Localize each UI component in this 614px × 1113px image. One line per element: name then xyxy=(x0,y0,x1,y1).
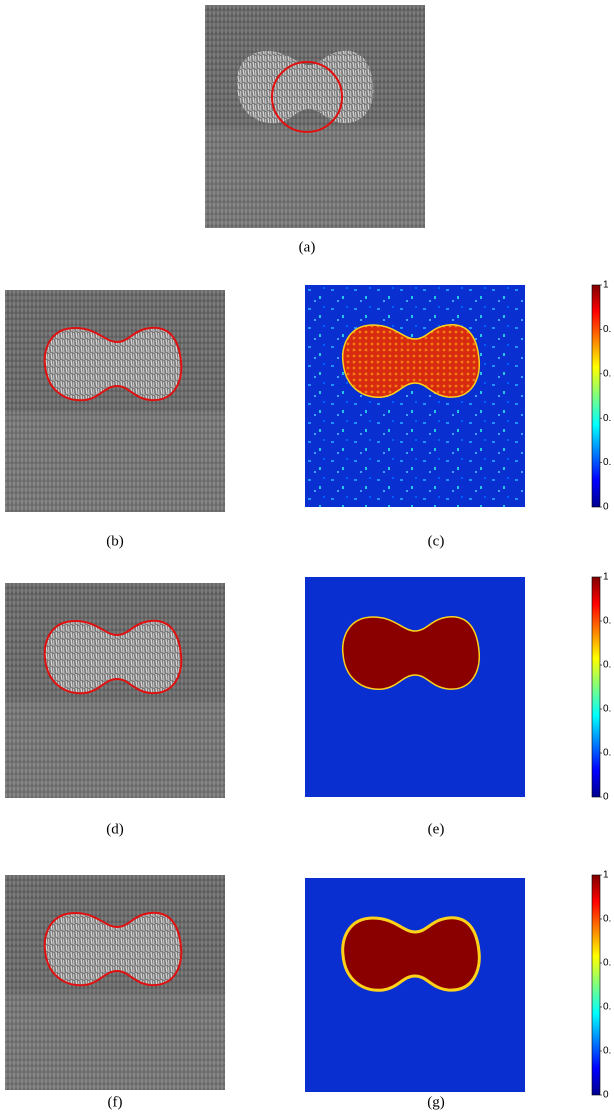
colorbar-tick-label: 0. xyxy=(603,368,611,379)
pattern-region xyxy=(44,327,182,401)
shade xyxy=(5,993,225,1090)
contour xyxy=(43,619,183,695)
colorbar-tick-label: 0. xyxy=(603,704,611,715)
heatmap-background xyxy=(305,878,525,1092)
colorbar xyxy=(591,284,601,508)
heatmap-background xyxy=(305,577,525,797)
colorbar-tick-label: 1 xyxy=(603,870,609,881)
pattern-region xyxy=(44,620,182,694)
photo xyxy=(5,875,225,1090)
photo xyxy=(205,5,425,228)
colorbar-tick-label: 0. xyxy=(603,914,611,925)
heatmap-background xyxy=(305,285,525,507)
pattern-region xyxy=(236,50,374,124)
shade xyxy=(5,701,225,798)
photo xyxy=(5,583,225,798)
colorbar-tick-label: 0 xyxy=(603,792,609,803)
heatmap-region xyxy=(341,916,481,992)
contour xyxy=(43,326,183,402)
panel-label: (b) xyxy=(106,533,124,549)
colorbar-tick-label: 0 xyxy=(603,502,609,513)
colorbar-tick-label: 0 xyxy=(603,1090,609,1101)
colorbar-tick-label: 0. xyxy=(603,324,611,335)
photo-background xyxy=(5,290,225,512)
heatmap-region xyxy=(341,616,481,690)
photo-background xyxy=(5,875,225,1090)
colorbar-tick-label: 0. xyxy=(603,958,611,969)
colorbar-tick-label: 0. xyxy=(603,748,611,759)
colorbar-tick-label: 1 xyxy=(603,280,609,291)
colorbar xyxy=(591,576,601,798)
panel-label: (d) xyxy=(106,821,124,837)
heatmap xyxy=(305,878,525,1092)
heatmap xyxy=(305,285,525,507)
shade xyxy=(205,127,425,228)
colorbar-tick-label: 0. xyxy=(603,1002,611,1013)
colorbar-tick-label: 1 xyxy=(603,572,609,583)
photo-background xyxy=(5,583,225,798)
panel-label: (f) xyxy=(108,1094,123,1110)
colorbar-tick-label: 0. xyxy=(603,413,611,424)
colorbar xyxy=(591,874,601,1096)
contour xyxy=(43,911,183,987)
colorbar-tick-label: 0. xyxy=(603,1046,611,1057)
panel-label: (a) xyxy=(299,239,316,255)
photo xyxy=(5,290,225,512)
contour xyxy=(271,61,343,133)
heatmap xyxy=(305,577,525,797)
heatmap-region xyxy=(341,324,481,398)
pattern-region xyxy=(44,912,182,986)
panel-label: (g) xyxy=(427,1094,445,1110)
panel-label: (c) xyxy=(428,533,445,549)
colorbar-tick-label: 0. xyxy=(603,616,611,627)
shade xyxy=(5,412,225,512)
colorbar-tick-label: 0. xyxy=(603,457,611,468)
panel-label: (e) xyxy=(428,821,445,837)
colorbar-tick-label: 0. xyxy=(603,660,611,671)
photo-background xyxy=(205,5,425,228)
